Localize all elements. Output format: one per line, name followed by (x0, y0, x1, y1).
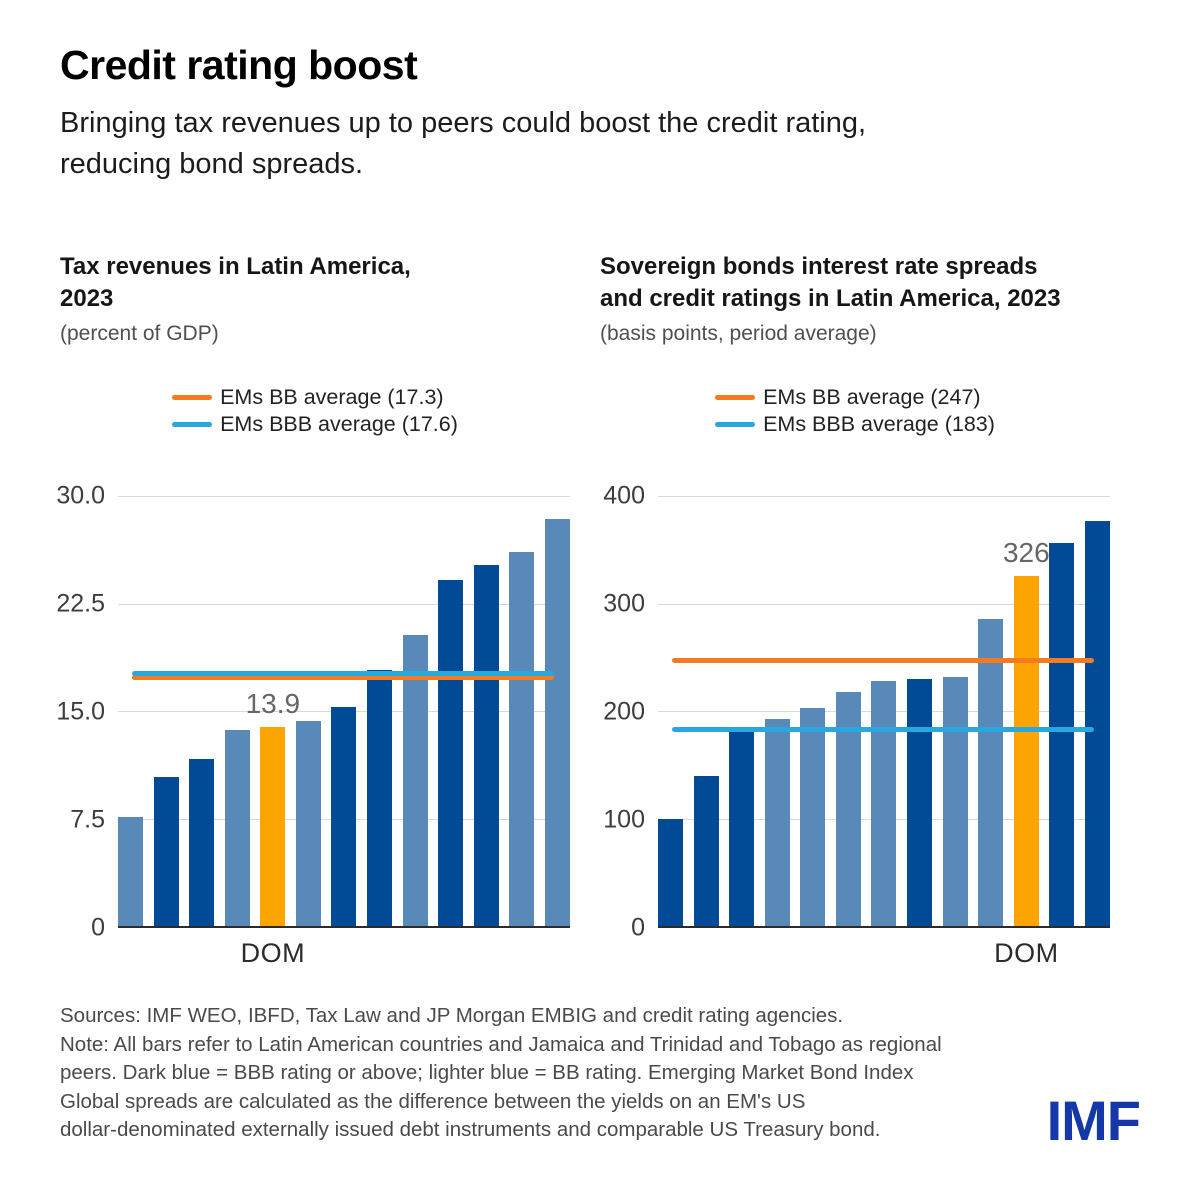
chart-title: Sovereign bonds interest rate spreads an… (600, 251, 1110, 315)
y-tick-label: 30.0 (56, 481, 105, 510)
bars (118, 496, 570, 927)
bar (153, 777, 179, 927)
footer: Sources: IMF WEO, IBFD, Tax Law and JP M… (60, 1002, 1141, 1148)
y-tick-label: 200 (603, 697, 645, 726)
legend-line-swatch-orange-icon (715, 395, 756, 401)
bar (402, 635, 428, 927)
bar (907, 679, 933, 927)
bar (544, 519, 570, 927)
note-text-line-2: peers. Dark blue = BBB rating or above; … (60, 1061, 914, 1085)
note-text-line-1: Note: All bars refer to Latin American c… (60, 1032, 942, 1056)
charts-row: Tax revenues in Latin America, 2023 (per… (56, 251, 1140, 968)
sources-text: Sources: IMF WEO, IBFD, Tax Law and JP M… (60, 1004, 844, 1028)
bar (1084, 521, 1110, 927)
bar (331, 707, 357, 927)
y-axis: 0 7.5 15.0 22.5 30.0 (56, 483, 118, 940)
chart-title-line-2: and credit ratings in Latin America, 202… (600, 285, 1061, 313)
legend-label: EMs BB average (17.3) (220, 385, 444, 410)
bar-highlight-dom (260, 727, 286, 927)
bar (729, 731, 755, 927)
legend-line-swatch-orange-icon (172, 395, 213, 401)
x-axis-label-dom: DOM (240, 938, 306, 969)
plot-area: 326 DOM (658, 496, 1110, 968)
plot-area: 13.9 DOM (118, 496, 570, 968)
y-tick-label: 22.5 (56, 589, 105, 618)
bar (764, 718, 790, 927)
y-tick-label: 7.5 (70, 805, 105, 834)
average-line-bb (132, 675, 554, 681)
bar-highlight-dom (1013, 575, 1039, 927)
bar (189, 758, 215, 927)
figure-title: Credit rating boost (60, 42, 418, 88)
legend-line-swatch-blue-icon (715, 422, 756, 428)
y-axis: 0 100 200 300 400 (600, 483, 658, 940)
legend-label: EMs BBB average (17.6) (220, 412, 458, 437)
chart-title-line-2: 2023 (60, 285, 114, 313)
highlight-value-label: 326 (1002, 536, 1050, 568)
bar (295, 721, 321, 927)
plot-row: 0 100 200 300 400 326 DOM (600, 483, 1110, 968)
legend-label: EMs BBB average (183) (763, 412, 995, 437)
imf-logo: IMF (1046, 1088, 1141, 1152)
plot-row: 0 7.5 15.0 22.5 30.0 13.9 DOM (56, 483, 570, 968)
bar (942, 677, 968, 927)
bar (224, 730, 250, 927)
x-axis-label-dom: DOM (994, 938, 1059, 969)
chart-legend: EMs BB average (17.3) EMs BBB average (1… (172, 384, 458, 438)
highlight-value-label: 13.9 (245, 688, 301, 720)
average-line-bbb (132, 671, 554, 677)
chart-title-line-1: Tax revenues in Latin America, (60, 253, 411, 281)
legend-line-swatch-blue-icon (172, 422, 213, 428)
bar (693, 775, 719, 927)
gridline (118, 603, 570, 605)
bar (978, 618, 1004, 927)
bar (118, 817, 143, 927)
legend-item-bbb-average: EMs BBB average (183) (715, 411, 995, 438)
bar (509, 552, 535, 927)
average-line-bbb (672, 726, 1094, 732)
chart-unit-label: (basis points, period average) (600, 322, 877, 346)
gridline (658, 496, 1110, 498)
chart-legend: EMs BB average (247) EMs BBB average (18… (715, 384, 995, 438)
bars (658, 496, 1110, 927)
bar (871, 681, 897, 927)
figure-subtitle-line-2: reducing bond spreads. (60, 148, 364, 181)
chart-unit-label: (percent of GDP) (60, 322, 219, 346)
bar (658, 818, 683, 927)
bar (473, 565, 499, 927)
note-text-line-3: Global spreads are calculated as the dif… (60, 1089, 806, 1113)
figure-subtitle: Bringing tax revenues up to peers could … (60, 103, 1140, 185)
chart-title: Tax revenues in Latin America, 2023 (60, 251, 570, 315)
chart-bond-spreads: Sovereign bonds interest rate spreads an… (600, 251, 1110, 968)
bar (438, 579, 464, 927)
y-tick-label: 0 (631, 913, 645, 942)
legend-item-bbb-average: EMs BBB average (17.6) (172, 411, 458, 438)
chart-tax-revenues: Tax revenues in Latin America, 2023 (per… (56, 251, 570, 968)
y-tick-label: 300 (603, 589, 645, 618)
figure-subtitle-line-1: Bringing tax revenues up to peers could … (60, 107, 867, 140)
y-tick-label: 100 (603, 805, 645, 834)
gridline (118, 496, 570, 498)
note-text-line-4: dollar-denominated externally issued deb… (60, 1118, 881, 1142)
bar (367, 669, 393, 927)
average-line-bb (672, 657, 1094, 663)
legend-label: EMs BB average (247) (763, 385, 981, 410)
y-tick-label: 15.0 (56, 697, 105, 726)
gridline (658, 603, 1110, 605)
y-tick-label: 400 (603, 481, 645, 510)
chart-title-line-1: Sovereign bonds interest rate spreads (600, 253, 1038, 281)
legend-item-bb-average: EMs BB average (17.3) (172, 384, 458, 411)
legend-item-bb-average: EMs BB average (247) (715, 384, 995, 411)
bar (800, 708, 826, 927)
y-tick-label: 0 (91, 913, 105, 942)
bar (1049, 542, 1075, 927)
